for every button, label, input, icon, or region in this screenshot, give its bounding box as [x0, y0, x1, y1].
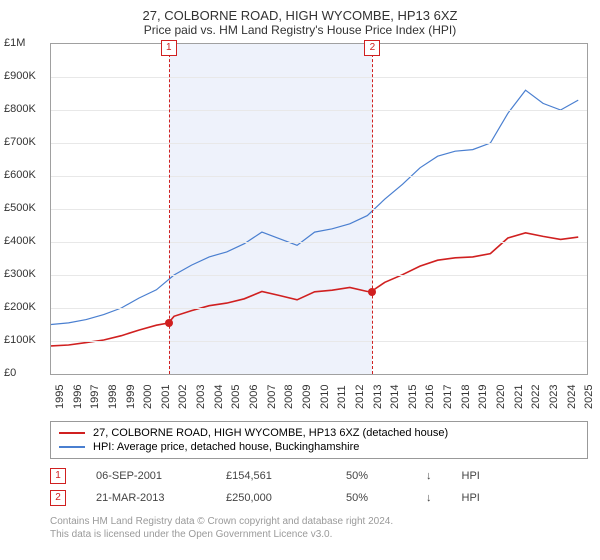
x-tick-label: 2005: [230, 385, 242, 409]
legend-label: 27, COLBORNE ROAD, HIGH WYCOMBE, HP13 6X…: [93, 427, 448, 439]
event-vs: HPI: [462, 470, 480, 482]
x-tick-label: 2009: [301, 385, 313, 409]
event-dot: [165, 319, 173, 327]
y-tick-label: £600K: [4, 169, 36, 181]
event-badge: 1: [50, 468, 66, 484]
event-badge: 2: [50, 490, 66, 506]
x-tick-label: 1997: [89, 385, 101, 409]
series-hpi: [51, 90, 578, 324]
event-line: [372, 44, 373, 374]
attribution-line: Contains HM Land Registry data © Crown c…: [50, 515, 588, 528]
y-tick-label: £100K: [4, 334, 36, 346]
x-tick-label: 2020: [495, 385, 507, 409]
event-price: £250,000: [226, 492, 316, 504]
y-tick-label: £0: [4, 367, 16, 379]
down-arrow-icon: ↓: [426, 470, 432, 482]
x-tick-label: 2008: [283, 385, 295, 409]
x-tick-label: 2021: [513, 385, 525, 409]
attribution: Contains HM Land Registry data © Crown c…: [50, 515, 588, 541]
legend-item-price-paid: 27, COLBORNE ROAD, HIGH WYCOMBE, HP13 6X…: [59, 426, 579, 440]
events-table: 1 06-SEP-2001 £154,561 50% ↓ HPI 2 21-MA…: [50, 465, 588, 509]
event-marker-box: 2: [364, 40, 380, 56]
plot-area: 12: [50, 43, 588, 375]
x-tick-label: 1995: [54, 385, 66, 409]
chart-container: 27, COLBORNE ROAD, HIGH WYCOMBE, HP13 6X…: [0, 0, 600, 541]
x-axis-labels: 1995 1996 1997 1998 1999 2000 2001 2002 2003 2004…: [50, 375, 588, 415]
x-tick-label: 2018: [460, 385, 472, 409]
event-date: 21-MAR-2013: [96, 492, 196, 504]
event-dot: [368, 288, 376, 296]
x-tick-label: 2016: [424, 385, 436, 409]
series-price_paid: [51, 233, 578, 346]
x-tick-label: 2002: [177, 385, 189, 409]
event-price: £154,561: [226, 470, 316, 482]
legend-swatch: [59, 446, 85, 448]
x-tick-label: 2007: [266, 385, 278, 409]
chart-subtitle: Price paid vs. HM Land Registry's House …: [0, 23, 600, 37]
y-axis-labels: £0£100K£200K£300K£400K£500K£600K£700K£80…: [0, 43, 50, 373]
attribution-line: This data is licensed under the Open Gov…: [50, 528, 588, 541]
down-arrow-icon: ↓: [426, 492, 432, 504]
y-tick-label: £400K: [4, 235, 36, 247]
x-tick-label: 2004: [213, 385, 225, 409]
event-pct: 50%: [346, 470, 396, 482]
y-tick-label: £500K: [4, 202, 36, 214]
y-tick-label: £300K: [4, 268, 36, 280]
chart-title: 27, COLBORNE ROAD, HIGH WYCOMBE, HP13 6X…: [0, 8, 600, 23]
x-tick-label: 2012: [354, 385, 366, 409]
legend: 27, COLBORNE ROAD, HIGH WYCOMBE, HP13 6X…: [50, 421, 588, 459]
x-tick-label: 2024: [566, 385, 578, 409]
event-vs: HPI: [462, 492, 480, 504]
x-tick-label: 2003: [195, 385, 207, 409]
legend-swatch: [59, 432, 85, 434]
event-pct: 50%: [346, 492, 396, 504]
x-tick-label: 2011: [336, 385, 348, 409]
x-tick-label: 2001: [160, 385, 172, 409]
x-tick-label: 1996: [72, 385, 84, 409]
x-tick-label: 2022: [530, 385, 542, 409]
x-tick-label: 1998: [107, 385, 119, 409]
y-tick-label: £800K: [4, 103, 36, 115]
x-tick-label: 2000: [142, 385, 154, 409]
event-date: 06-SEP-2001: [96, 470, 196, 482]
x-tick-label: 2017: [442, 385, 454, 409]
event-row: 2 21-MAR-2013 £250,000 50% ↓ HPI: [50, 487, 588, 509]
x-tick-label: 2013: [372, 385, 384, 409]
x-tick-label: 2015: [407, 385, 419, 409]
legend-label: HPI: Average price, detached house, Buck…: [93, 441, 359, 453]
event-marker-box: 1: [161, 40, 177, 56]
x-tick-label: 2025: [583, 385, 595, 409]
y-tick-label: £1M: [4, 37, 25, 49]
x-tick-label: 2006: [248, 385, 260, 409]
x-tick-label: 2019: [477, 385, 489, 409]
x-tick-label: 2010: [319, 385, 331, 409]
event-row: 1 06-SEP-2001 £154,561 50% ↓ HPI: [50, 465, 588, 487]
x-tick-label: 2014: [389, 385, 401, 409]
y-tick-label: £700K: [4, 136, 36, 148]
y-tick-label: £200K: [4, 301, 36, 313]
x-tick-label: 1999: [125, 385, 137, 409]
x-tick-label: 2023: [548, 385, 560, 409]
y-tick-label: £900K: [4, 70, 36, 82]
legend-item-hpi: HPI: Average price, detached house, Buck…: [59, 440, 579, 454]
